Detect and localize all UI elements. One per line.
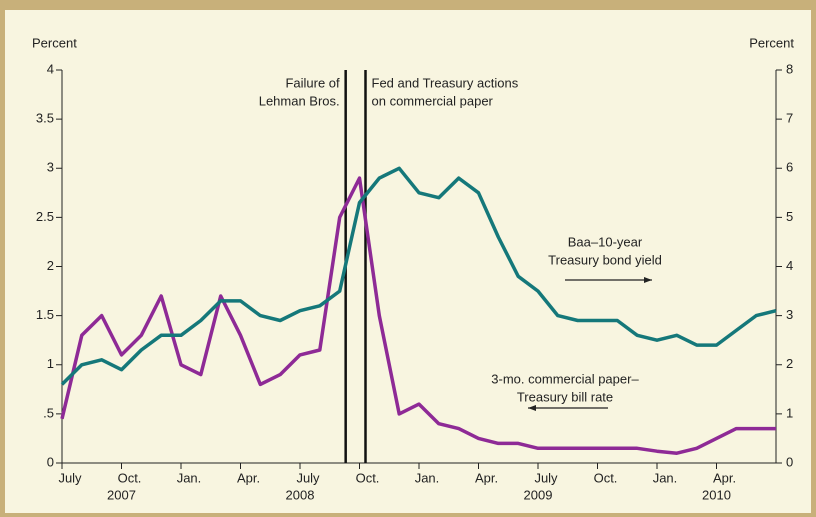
x-year-label: 2008 [286, 487, 315, 502]
y-tick-label: 4 [47, 61, 54, 76]
x-tick-label: July [534, 470, 558, 485]
y-tick-label: 3 [47, 160, 54, 175]
y2-tick-label: 2 [786, 356, 793, 371]
y2-tick-label: 7 [786, 111, 793, 126]
annotation: Failure of [285, 75, 340, 90]
y2-tick-label: 3 [786, 307, 793, 322]
arrow-head [644, 277, 652, 283]
series-line [60, 166, 777, 386]
x-tick-label: Jan. [415, 470, 440, 485]
x-tick-label: Apr. [475, 470, 498, 485]
y-tick-label: 2.5 [36, 209, 54, 224]
annotation: Fed and Treasury actions [372, 75, 519, 90]
y-tick-label: 2 [47, 258, 54, 273]
x-tick-label: Oct. [356, 470, 380, 485]
x-tick-label: Apr. [713, 470, 736, 485]
y-axis-title: Percent [32, 35, 77, 50]
y-tick-label: .5 [43, 405, 54, 420]
annotation: on commercial paper [372, 93, 494, 108]
y-tick-label: 0 [47, 454, 54, 469]
series-label: 3-mo. commercial paper– [491, 371, 639, 386]
x-tick-label: July [58, 470, 82, 485]
series-label: Treasury bill rate [517, 389, 613, 404]
y2-tick-label: 0 [786, 454, 793, 469]
x-tick-label: Oct. [594, 470, 618, 485]
panel [5, 10, 811, 513]
y2-tick-label: 8 [786, 61, 793, 76]
x-year-label: 2010 [702, 487, 731, 502]
x-tick-label: July [296, 470, 320, 485]
y2-axis-title: Percent [749, 35, 794, 50]
x-tick-label: Jan. [653, 470, 678, 485]
series-line [60, 176, 776, 455]
series-label: Baa–10-year [568, 234, 643, 249]
annotation: Lehman Bros. [259, 93, 340, 108]
arrow-head [528, 405, 536, 411]
y2-tick-label: 4 [786, 258, 793, 273]
x-tick-label: Jan. [177, 470, 202, 485]
y-tick-label: 1 [47, 356, 54, 371]
x-tick-label: Oct. [118, 470, 142, 485]
x-tick-label: Apr. [237, 470, 260, 485]
x-year-label: 2009 [524, 487, 553, 502]
y2-tick-label: 5 [786, 209, 793, 224]
series-label: Treasury bond yield [548, 252, 662, 267]
x-year-label: 2007 [107, 487, 136, 502]
y-tick-label: 3.5 [36, 111, 54, 126]
y2-tick-label: 1 [786, 405, 793, 420]
y2-tick-label: 6 [786, 160, 793, 175]
y-tick-label: 1.5 [36, 307, 54, 322]
